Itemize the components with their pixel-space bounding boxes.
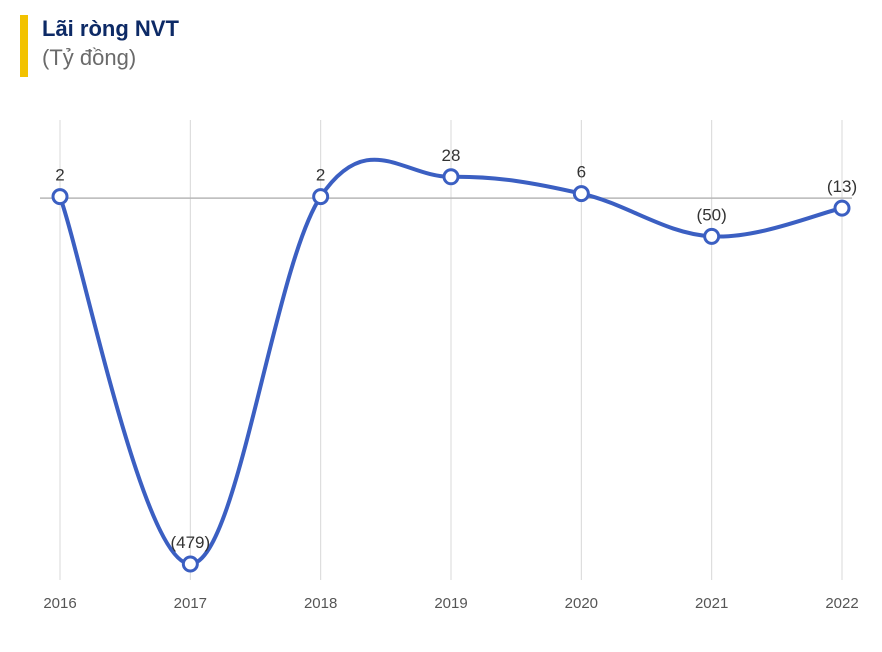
chart-title: Lãi ròng NVT: [42, 15, 179, 44]
accent-bar: [20, 15, 28, 77]
data-marker: [705, 229, 719, 243]
chart-area: 2 (479) 2 28 6 (50) (13) 2016 2017 2018 2019 2020 20…: [20, 100, 862, 632]
x-tick-label: 2018: [304, 595, 337, 612]
data-marker: [574, 187, 588, 201]
x-tick-label: 2022: [825, 595, 858, 612]
data-point-label: 6: [577, 163, 586, 182]
x-tick-label: 2021: [695, 595, 728, 612]
x-tick-label: 2020: [565, 595, 598, 612]
data-point-label: 28: [442, 146, 461, 165]
data-point-label: (50): [697, 205, 727, 224]
x-tick-label: 2016: [43, 595, 76, 612]
data-marker: [444, 170, 458, 184]
x-tick-label: 2017: [174, 595, 207, 612]
chart-subtitle: (Tỷ đồng): [42, 44, 179, 73]
chart-header: Lãi ròng NVT (Tỷ đồng): [20, 15, 179, 77]
line-chart-svg: 2 (479) 2 28 6 (50) (13) 2016 2017 2018 2019 2020 20…: [20, 100, 862, 620]
data-marker: [314, 190, 328, 204]
x-tick-label: 2019: [434, 595, 467, 612]
data-marker: [183, 557, 197, 571]
data-marker: [53, 190, 67, 204]
data-point-label: (13): [827, 177, 857, 196]
title-block: Lãi ròng NVT (Tỷ đồng): [42, 15, 179, 72]
data-marker: [835, 201, 849, 215]
data-point-label: (479): [170, 533, 210, 552]
data-point-label: 2: [316, 166, 325, 185]
data-point-label: 2: [55, 166, 64, 185]
